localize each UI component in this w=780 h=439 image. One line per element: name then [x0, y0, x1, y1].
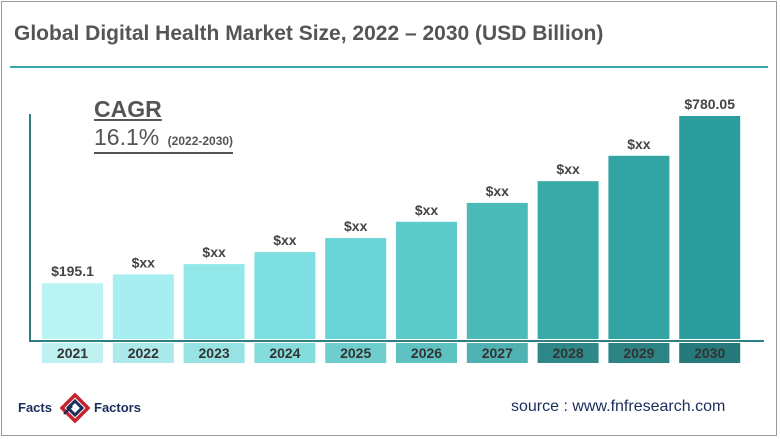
x-tick-label-2021: 2021: [57, 345, 88, 361]
tick-box-2027: [466, 343, 528, 363]
bar-2026: [396, 221, 457, 339]
tick-box-2023: [183, 343, 245, 363]
tick-box-2026: [396, 343, 457, 363]
data-label-2027: $xx: [486, 183, 510, 199]
x-tick-label-2028: 2028: [553, 345, 584, 361]
chart-title: Global Digital Health Market Size, 2022 …: [14, 22, 604, 45]
bar-2023: [183, 264, 245, 339]
data-label-2023: $xx: [202, 244, 226, 260]
data-label-2030: $780.05: [684, 96, 735, 112]
x-tick-label-2027: 2027: [482, 345, 513, 361]
tick-box-2022: [112, 343, 174, 363]
bar-2029: [608, 155, 670, 339]
cagr-value: 16.1%: [94, 124, 160, 150]
data-label-2021: $195.1: [51, 263, 94, 279]
bar-2024: [254, 252, 316, 339]
x-tick-label-2025: 2025: [340, 345, 371, 361]
bar-2027: [466, 202, 528, 339]
data-label-2029: $xx: [627, 136, 651, 152]
logo-mark-icon: [60, 393, 90, 423]
cagr-period: (2022-2030): [167, 134, 234, 148]
x-tick-label-2023: 2023: [199, 345, 230, 361]
x-tick-label-2029: 2029: [623, 345, 654, 361]
data-label-2022: $xx: [132, 254, 156, 270]
logo-text-right: Factors: [94, 400, 141, 415]
title-divider: [10, 66, 768, 68]
data-label-2028: $xx: [556, 161, 580, 177]
tick-box-2030: [679, 343, 741, 363]
x-tick-label-2026: 2026: [411, 345, 442, 361]
cagr-value-row: 16.1% (2022-2030): [94, 124, 234, 154]
x-tick-label-2024: 2024: [269, 345, 300, 361]
bar-2028: [537, 181, 599, 339]
data-label-2026: $xx: [415, 202, 439, 218]
x-tick-label-2030: 2030: [694, 345, 725, 361]
tick-box-2028: [537, 343, 599, 363]
cagr-label: CAGR: [94, 96, 162, 122]
data-label-2024: $xx: [273, 232, 297, 248]
x-tick-label-2022: 2022: [128, 345, 159, 361]
data-label-2025: $xx: [344, 218, 368, 234]
tick-box-2029: [608, 343, 670, 363]
source-note: source : www.fnfresearch.com: [511, 398, 726, 415]
y-axis-line: [29, 114, 31, 342]
logo-text-left: Facts: [18, 400, 52, 415]
tick-box-2021: [42, 343, 103, 363]
bar-2030: [679, 116, 741, 339]
tick-box-2025: [325, 343, 387, 363]
bar-2022: [112, 274, 174, 339]
x-axis-line: [29, 340, 764, 342]
tick-box-2024: [254, 343, 316, 363]
bar-2021: [42, 283, 103, 339]
bar-2025: [325, 238, 387, 339]
facts-factors-logo: Facts Factors: [18, 393, 168, 423]
